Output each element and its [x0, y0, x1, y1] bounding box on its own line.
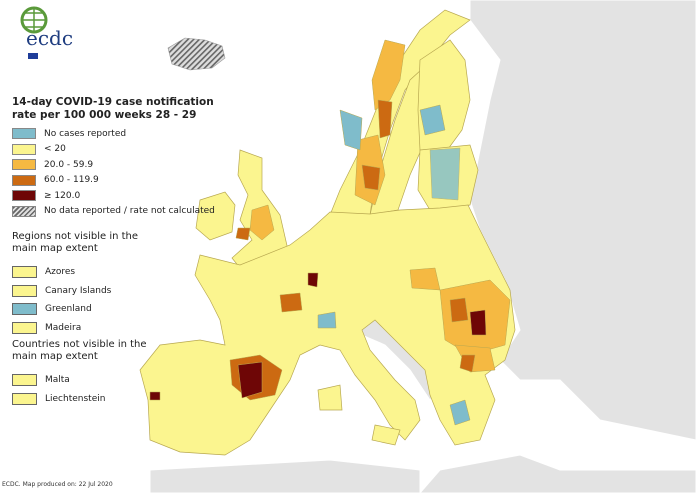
swatch [12, 174, 36, 186]
legend-label: 20.0 - 59.9 [44, 159, 94, 170]
swatch [12, 303, 37, 316]
legend-label: Canary Islands [45, 285, 112, 296]
legend-label: < 20 [44, 144, 66, 155]
legend-item: Malta [12, 371, 232, 390]
legend-title: 14-day COVID-19 case notification rate p… [12, 96, 214, 121]
legend-label: 60.0 - 119.9 [44, 175, 99, 186]
swatch [12, 205, 36, 217]
swatch [12, 284, 37, 297]
legend-item: 60.0 - 119.9 [12, 173, 232, 189]
legend-label: No data reported / rate not calculated [44, 206, 215, 217]
legend-label: Malta [45, 375, 70, 386]
swatch [12, 190, 36, 202]
non-eu-land [149, 0, 696, 493]
legend-label: ≥ 120.0 [44, 190, 81, 201]
legend-item: < 20 [12, 142, 232, 158]
swatch [12, 143, 36, 155]
legend-item: No data reported / rate not calculated [12, 204, 232, 220]
legend-label: Azores [45, 267, 76, 278]
legend-item: No cases reported [12, 126, 232, 142]
region-fills [149, 39, 511, 426]
legend-item: Canary Islands [12, 282, 232, 301]
swatch [12, 128, 36, 140]
legend-label: Greenland [45, 304, 92, 315]
swatch [12, 266, 37, 279]
legend-item: 20.0 - 59.9 [12, 157, 232, 173]
legend-item: Azores [12, 263, 232, 282]
swatch [12, 321, 37, 334]
logo-text: ecdc [26, 26, 74, 50]
ecdc-logo: ecdc [12, 6, 82, 60]
legend-label: Madeira [45, 322, 82, 333]
iceland [167, 37, 226, 71]
map-footer: ECDC. Map produced on: 22 Jul 2020 [2, 481, 113, 488]
legend: 14-day COVID-19 case notification rate p… [12, 96, 232, 408]
legend-item: ≥ 120.0 [12, 188, 232, 204]
legend-item: Greenland [12, 300, 232, 319]
legend-item: Liechtenstein [12, 390, 232, 409]
regions-title: Regions not visible in the main map exte… [12, 231, 139, 254]
swatch [12, 159, 36, 171]
swatch [12, 392, 37, 405]
swatch [12, 374, 37, 387]
legend-label: Liechtenstein [45, 393, 106, 404]
globe-icon [20, 6, 48, 59]
legend-label: No cases reported [44, 128, 127, 139]
legend-item: Madeira [12, 319, 232, 338]
countries-title: Countries not visible in the main map ex… [12, 339, 147, 362]
